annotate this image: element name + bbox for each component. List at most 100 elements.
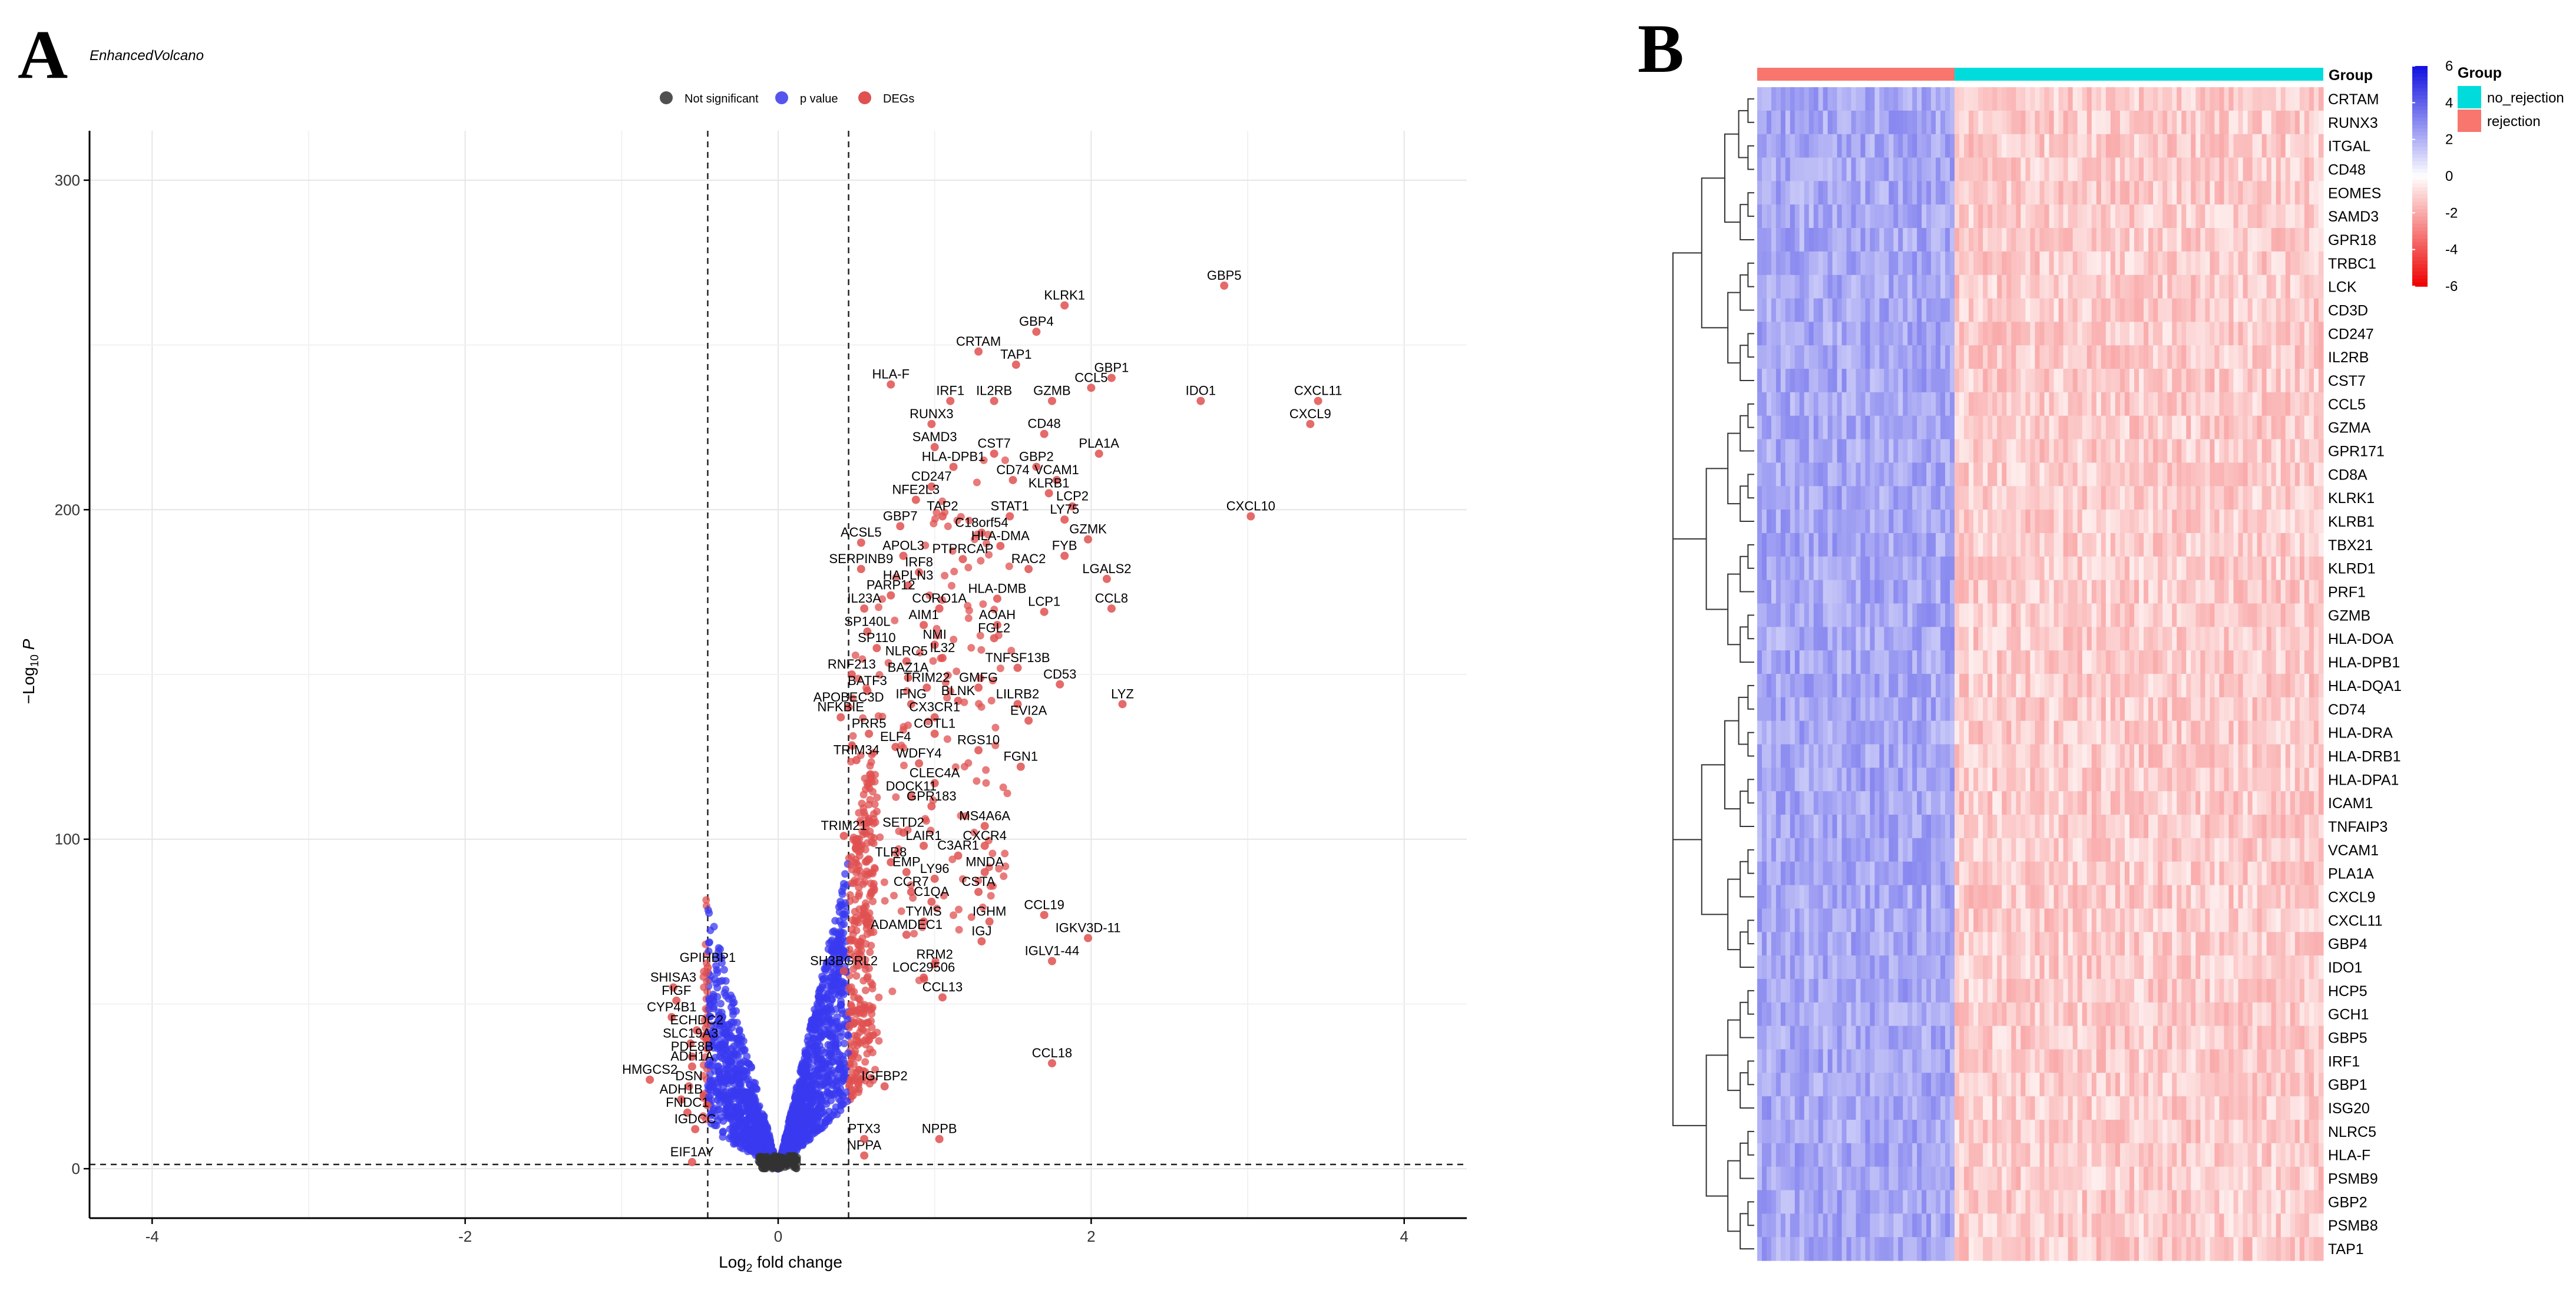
- heatmap-cell: [2086, 228, 2092, 252]
- data-point: [854, 1079, 862, 1087]
- heatmap-cell: [1889, 322, 1894, 346]
- labeled-point: [1056, 680, 1064, 689]
- heatmap-cell: [1813, 369, 1819, 393]
- heatmap-cell: [2053, 369, 2059, 393]
- heatmap-cell: [1841, 134, 1847, 158]
- data-point: [861, 774, 869, 782]
- heatmap-cell: [1950, 251, 1955, 276]
- heatmap-cell: [1846, 274, 1852, 299]
- labeled-point: [852, 756, 861, 765]
- heatmap-cell: [2006, 157, 2012, 181]
- heatmap-cell: [1757, 392, 1762, 416]
- heatmap-cell: [1851, 298, 1857, 322]
- heatmap-cell: [1780, 181, 1786, 205]
- labeled-point: [1011, 360, 1020, 369]
- dendrogram-branch: [1747, 474, 1754, 499]
- heatmap-cell: [2309, 369, 2314, 393]
- heatmap-cell: [2228, 298, 2234, 322]
- heatmap-cell: [2068, 345, 2074, 369]
- heatmap-cell: [2158, 251, 2163, 276]
- heatmap-cell: [1785, 274, 1791, 299]
- legend-degs-marker: [858, 91, 871, 104]
- heatmap-cell: [2039, 204, 2045, 229]
- data-point: [719, 1127, 728, 1136]
- heatmap-cell: [2294, 181, 2300, 205]
- heatmap-cell: [1978, 134, 1983, 158]
- heatmap-cell: [2105, 298, 2111, 322]
- heatmap-cell: [2195, 392, 2201, 416]
- heatmap-cell: [1940, 134, 1946, 158]
- labeled-point: [1118, 700, 1127, 709]
- heatmap-cell: [2172, 228, 2177, 252]
- data-point: [705, 938, 713, 947]
- heatmap-cell: [2148, 204, 2154, 229]
- heatmap-cell: [2271, 392, 2277, 416]
- heatmap-cell: [2224, 274, 2230, 299]
- heatmap-cell: [2299, 251, 2305, 276]
- heatmap-cell: [2011, 392, 2016, 416]
- heatmap-cell: [2304, 87, 2310, 111]
- heatmap-cell: [2266, 369, 2272, 393]
- heatmap-cell: [1870, 110, 1876, 135]
- heatmap-cell: [2082, 110, 2088, 135]
- heatmap-cell: [1903, 345, 1908, 369]
- heatmap-cell: [2304, 228, 2310, 252]
- heatmap-cell: [1813, 157, 1819, 181]
- data-point: [965, 606, 973, 614]
- heatmap-cell: [2063, 228, 2069, 252]
- heatmap-cell: [2271, 274, 2277, 299]
- heatmap-cell: [1931, 298, 1936, 322]
- heatmap-cell: [2309, 228, 2314, 252]
- data-point: [825, 1114, 833, 1123]
- heatmap-cell: [1785, 181, 1791, 205]
- heatmap-cell: [1841, 110, 1847, 135]
- data-point: [875, 993, 883, 1001]
- heatmap-cell: [1874, 228, 1880, 252]
- heatmap-cell: [1903, 87, 1908, 111]
- heatmap-cell: [2139, 181, 2144, 205]
- heatmap-cell: [2238, 134, 2244, 158]
- heatmap-cell: [2072, 322, 2078, 346]
- labeled-point: [1060, 551, 1069, 560]
- heatmap-cell: [2044, 251, 2050, 276]
- heatmap-cell: [2200, 181, 2205, 205]
- labeled-point: [887, 591, 895, 600]
- heatmap-cell: [2134, 134, 2139, 158]
- heatmap-cell: [2304, 298, 2310, 322]
- heatmap-cell: [2091, 369, 2097, 393]
- dendrogram-branch: [1727, 573, 1741, 646]
- heatmap-cell: [1992, 274, 1998, 299]
- volcano-legend: Not significant p value DEGs: [660, 91, 914, 105]
- data-point: [818, 983, 826, 991]
- heatmap-cell: [1827, 392, 1833, 416]
- heatmap-cell: [2016, 369, 2021, 393]
- heatmap-cell: [2096, 392, 2102, 416]
- gene-label: TAP1: [1000, 347, 1031, 362]
- heatmap-cell: [2030, 228, 2036, 252]
- heatmap-cell: [2299, 87, 2305, 111]
- labeled-point: [860, 604, 869, 613]
- heatmap-cell: [2280, 157, 2286, 181]
- labeled-point: [839, 967, 848, 975]
- heatmap-cell: [1936, 322, 1941, 346]
- gene-label: TNFSF13B: [985, 650, 1050, 665]
- labeled-point: [1040, 429, 1049, 438]
- heatmap-cell: [1832, 322, 1838, 346]
- heatmap-cell: [2077, 228, 2083, 252]
- heatmap-cell: [2162, 274, 2168, 299]
- heatmap-cell: [2299, 181, 2305, 205]
- heatmap-cell: [1818, 251, 1824, 276]
- dendrogram-branch: [1740, 415, 1754, 452]
- heatmap-cell: [2016, 110, 2021, 135]
- heatmap-cell: [1907, 251, 1913, 276]
- data-point: [716, 1072, 725, 1080]
- labeled-point: [887, 380, 895, 389]
- heatmap-cell: [2063, 369, 2069, 393]
- heatmap-cell: [2299, 157, 2305, 181]
- heatmap-cell: [1804, 392, 1810, 416]
- heatmap-cell: [2167, 204, 2172, 229]
- heatmap-cell: [2058, 87, 2064, 111]
- annotation-rejection: [1757, 68, 1955, 81]
- heatmap-cell: [1813, 274, 1819, 299]
- heatmap-cell: [1969, 134, 1974, 158]
